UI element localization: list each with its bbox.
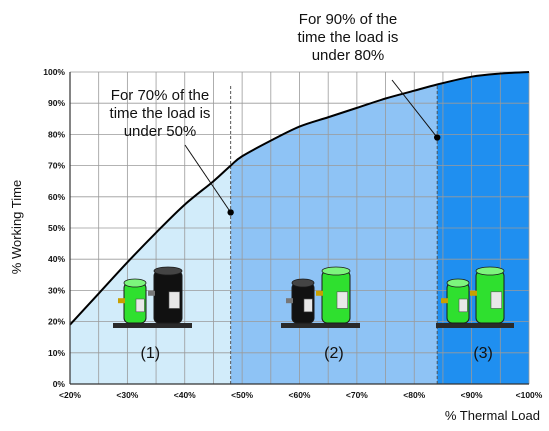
green-compressor-icon	[470, 266, 505, 324]
x-tick-label: <80%	[403, 390, 425, 400]
y-tick-labels: 0% 10% 20% 30% 40% 50% 60% 70% 80% 90% 100%	[43, 67, 65, 389]
annotation-2: For 90% of the time the load is under 80%	[298, 11, 441, 141]
y-tick-label: 0%	[53, 379, 66, 389]
y-tick-label: 100%	[43, 67, 65, 77]
black-compressor-icon	[286, 278, 315, 324]
y-tick-label: 80%	[48, 129, 65, 139]
compressor-group-3	[436, 266, 514, 328]
x-tick-labels: <20% <30% <40% <50% <60% <70% <80% <90% <100%	[59, 390, 543, 400]
annotation-leader-line	[391, 79, 438, 138]
x-tick-label: <50%	[231, 390, 253, 400]
annotation-point	[227, 209, 234, 216]
y-tick-label: 90%	[48, 98, 65, 108]
region-labels: (1) (2) (3)	[141, 345, 493, 362]
annotation-text-line: under 50%	[124, 123, 197, 140]
compressor-group-2	[281, 266, 360, 328]
compressor-group-1	[113, 266, 192, 328]
y-tick-label: 20%	[48, 317, 65, 327]
region-label-2: (2)	[324, 345, 344, 362]
annotation-point	[434, 134, 441, 141]
annotation-text: For 70% of the time the load is under 50%	[110, 87, 211, 140]
annotation-text-line: For 70% of the	[111, 87, 209, 104]
compressor-icons	[113, 266, 514, 328]
y-tick-label: 40%	[48, 254, 65, 264]
annotation-text: For 90% of the time the load is under 80%	[298, 11, 399, 64]
region-3-fill	[437, 72, 529, 384]
region-2-fill	[230, 72, 438, 384]
x-tick-label: <100%	[516, 390, 543, 400]
working-time-curve	[69, 71, 530, 326]
annotations: For 70% of the time the load is under 50%F…	[110, 11, 441, 216]
green-compressor-icon	[316, 266, 351, 324]
green-compressor-icon	[441, 278, 470, 324]
x-tick-label: <90%	[461, 390, 483, 400]
y-tick-label: 70%	[48, 161, 65, 171]
annotation-text-line: under 80%	[312, 47, 385, 64]
y-tick-label: 60%	[48, 192, 65, 202]
x-axis-label: % Thermal Load	[445, 408, 540, 423]
compressor-base-rail	[281, 323, 360, 328]
annotation-text-line: For 90% of the	[299, 11, 397, 28]
region-label-1: (1)	[141, 345, 161, 362]
y-tick-label: 10%	[48, 348, 65, 358]
x-tick-label: <30%	[116, 390, 138, 400]
y-axis-label: % Working Time	[9, 180, 24, 274]
compressor-base-rail	[436, 323, 514, 328]
green-compressor-icon	[118, 278, 147, 324]
axes	[69, 72, 529, 385]
compressor-base-rail	[113, 323, 192, 328]
y-tick-label: 50%	[48, 223, 65, 233]
annotation-leader-line	[184, 144, 232, 213]
annotation-1: For 70% of the time the load is under 50%	[110, 87, 234, 216]
y-tick-label: 30%	[48, 285, 65, 295]
x-tick-label: <70%	[346, 390, 368, 400]
x-tick-label: <40%	[174, 390, 196, 400]
x-tick-label: <60%	[289, 390, 311, 400]
annotation-text-line: time the load is	[110, 105, 211, 122]
black-compressor-icon	[148, 266, 183, 324]
annotation-text-line: time the load is	[298, 29, 399, 46]
x-tick-label: <20%	[59, 390, 81, 400]
region-label-3: (3)	[473, 345, 493, 362]
